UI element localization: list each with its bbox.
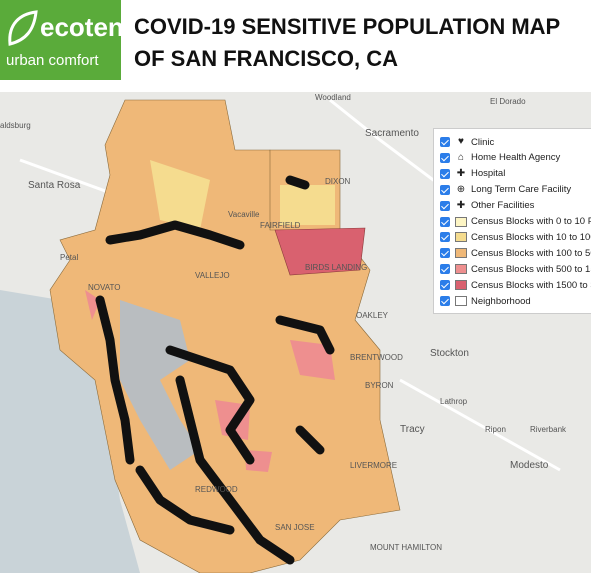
checkbox[interactable]	[440, 264, 450, 275]
place-label: Modesto	[510, 460, 549, 471]
place-label: REDWOOD	[195, 485, 238, 494]
legend-label: Hospital	[471, 168, 506, 180]
legend-item[interactable]: Census Blocks with 1500 to 3	[440, 278, 591, 292]
place-label: Woodland	[315, 93, 351, 102]
place-label: Vacaville	[228, 210, 260, 219]
legend-symbol: ✚	[456, 199, 466, 211]
title: OF SAN FRANCISCO, CA	[134, 46, 398, 71]
checkbox[interactable]	[440, 184, 450, 195]
legend-item[interactable]: ✚ Other Facilities	[440, 199, 534, 213]
leaf-icon	[8, 10, 38, 46]
legend-label: Neighborhood	[471, 295, 531, 307]
checkbox[interactable]	[440, 200, 450, 211]
legend-label: Census Blocks with 10 to 100	[471, 231, 591, 243]
legend-item[interactable]: Census Blocks with 0 to 10 Pe	[440, 215, 591, 229]
legend-label: Other Facilities	[471, 200, 535, 212]
place-label: Sacramento	[365, 128, 419, 139]
legend-symbol	[455, 232, 467, 243]
place-label: NOVATO	[88, 283, 120, 292]
checkbox[interactable]	[440, 216, 450, 227]
legend-label: Home Health Agency	[471, 152, 561, 164]
legend-item[interactable]: Census Blocks with 10 to 100	[440, 230, 591, 244]
checkbox[interactable]	[440, 280, 450, 291]
brand: ecoten	[40, 12, 124, 42]
place-label: MOUNT HAMILTON	[370, 543, 442, 552]
checkbox[interactable]	[440, 296, 450, 306]
legend-item[interactable]: Census Blocks with 100 to 50	[440, 246, 591, 260]
checkbox[interactable]	[440, 232, 450, 243]
place-label: Ripon	[485, 425, 506, 434]
legend-symbol	[455, 216, 467, 227]
place-label: Tracy	[400, 424, 425, 435]
tagline: urban comfort	[6, 52, 99, 69]
legend-item[interactable]: Census Blocks with 500 to 15	[440, 262, 591, 276]
legend-item[interactable]: Neighborhood	[440, 294, 531, 308]
legend-symbol: ✚	[456, 167, 466, 179]
checkbox[interactable]	[440, 168, 450, 179]
place-label: Petal	[60, 253, 78, 262]
place-label: DIXON	[325, 177, 351, 186]
legend-label: Census Blocks with 1500 to 3	[471, 279, 591, 291]
legend-label: Long Term Care Facility	[471, 184, 572, 196]
place-label: Lathrop	[440, 397, 468, 406]
legend-symbol	[455, 280, 467, 291]
logo: ecoten urban comfort	[0, 0, 124, 80]
place-label: Riverbank	[530, 425, 567, 434]
legend-label: Census Blocks with 0 to 10 Pe	[471, 216, 591, 227]
place-label: OAKLEY	[356, 311, 389, 320]
legend-item[interactable]: ⌂ Home Health Agency	[440, 151, 560, 165]
legend-symbol: ♥	[458, 136, 464, 147]
legend-label: Census Blocks with 100 to 50	[471, 247, 591, 259]
place-label: BIRDS LANDING	[305, 263, 367, 272]
title: COVID-19 SENSITIVE POPULATION MAP	[134, 14, 561, 39]
legend-item[interactable]: ✚ Hospital	[440, 167, 505, 181]
legend-symbol	[455, 296, 467, 306]
place-label: SAN JOSE	[275, 523, 315, 532]
legend-item[interactable]: ♥ Clinic	[440, 135, 494, 149]
place-label: El Dorado	[490, 97, 526, 106]
place-label: BRENTWOOD	[350, 353, 403, 362]
legend: ♥ Clinic ⌂ Home Health Agency ✚ Hospital ⊕ Long…	[433, 128, 591, 314]
place-label: aldsburg	[0, 121, 31, 130]
place-label: VALLEJO	[195, 271, 230, 280]
place-label: LIVERMORE	[350, 461, 397, 470]
place-label: Santa Rosa	[28, 180, 81, 191]
place-label: BYRON	[365, 381, 394, 390]
checkbox[interactable]	[440, 152, 450, 163]
legend-symbol	[455, 264, 467, 275]
legend-item[interactable]: ⊕ Long Term Care Facility	[440, 183, 571, 197]
place-label: FAIRFIELD	[260, 221, 301, 230]
place-label: Stockton	[430, 348, 469, 359]
legend-symbol	[455, 248, 467, 259]
legend-symbol: ⊕	[456, 183, 466, 195]
legend-symbol: ⌂	[457, 151, 465, 163]
legend-label: Clinic	[471, 136, 495, 148]
legend-label: Census Blocks with 500 to 15	[471, 263, 591, 275]
checkbox[interactable]	[440, 248, 450, 259]
checkbox[interactable]	[440, 137, 450, 147]
